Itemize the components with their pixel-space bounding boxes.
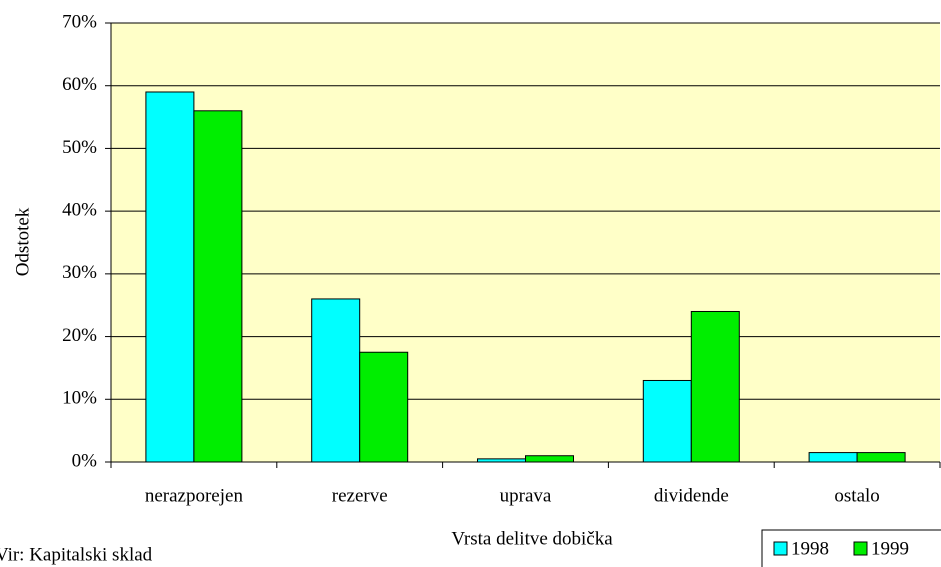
y-axis-label: Odstotek [12, 207, 33, 276]
y-tick-label: 60% [62, 74, 97, 95]
bar [690, 310, 740, 463]
x-tick-label: uprava [500, 485, 552, 506]
bar [359, 351, 409, 463]
legend-swatch [853, 541, 868, 556]
bar [525, 455, 574, 463]
y-tick-label: 0% [72, 450, 98, 471]
y-tick-label: 30% [62, 262, 97, 283]
legend-label: 1999 [871, 538, 909, 559]
legend-swatch [773, 541, 788, 556]
bar [311, 298, 361, 463]
bar [808, 452, 858, 463]
x-tick-label: ostalo [834, 485, 879, 506]
plot-area [111, 23, 940, 462]
bar [642, 379, 692, 463]
x-tick-label: dividende [654, 485, 729, 506]
bar [193, 110, 243, 463]
x-axis-label: Vrsta delitve dobička [451, 528, 613, 549]
x-tick-label: nerazporejen [145, 485, 244, 506]
y-tick-label: 10% [62, 388, 97, 409]
legend-label: 1998 [791, 538, 829, 559]
y-tick-label: 50% [62, 137, 97, 158]
legend-box [761, 529, 941, 567]
y-tick-label: 70% [62, 11, 97, 32]
x-tick-label: rezerve [332, 485, 388, 506]
y-tick-label: 40% [62, 200, 97, 221]
y-tick-label: 20% [62, 325, 97, 346]
bar [145, 91, 195, 463]
source-note: Vir: Kapitalski sklad [0, 544, 153, 565]
bar [477, 458, 526, 463]
bar [856, 452, 906, 463]
